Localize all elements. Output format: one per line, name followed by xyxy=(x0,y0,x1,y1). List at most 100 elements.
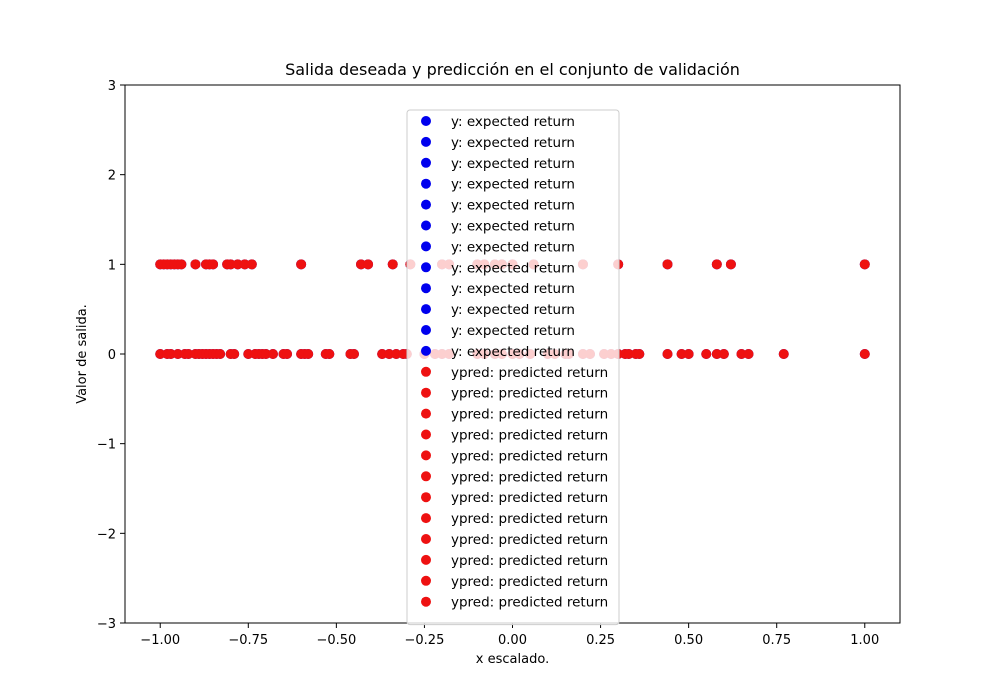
series-1-point-50 xyxy=(229,349,240,359)
series-1-point-18 xyxy=(363,259,374,270)
legend-label: ypred: predicted return xyxy=(451,595,608,611)
series-1-point-100 xyxy=(718,349,729,359)
legend: y: expected return y: expected return y: e… xyxy=(406,109,620,626)
series-1-point-7 xyxy=(190,259,201,270)
legend-label: y: expected return xyxy=(451,198,575,214)
y-axis-label: Valor de salida. xyxy=(75,304,90,404)
series-1-point-63 xyxy=(324,349,335,359)
x-tick-label: −1.00 xyxy=(140,633,180,648)
legend-marker xyxy=(421,471,431,482)
series-1-point-35 xyxy=(155,349,166,359)
legend-label: ypred: predicted return xyxy=(451,511,608,527)
legend-marker xyxy=(421,492,431,503)
y-tick-label: 0 xyxy=(108,348,116,363)
legend-label: ypred: predicted return xyxy=(451,407,608,423)
series-1-point-32 xyxy=(711,259,722,270)
legend-label: ypred: predicted return xyxy=(451,365,608,381)
series-1-point-56 xyxy=(267,349,278,359)
legend-label: ypred: predicted return xyxy=(451,428,608,444)
x-tick-label: 0.75 xyxy=(762,633,791,648)
y-tick-label: −2 xyxy=(97,527,116,542)
legend-marker xyxy=(421,575,431,586)
series-1-point-16 xyxy=(296,259,307,270)
legend-label: y: expected return xyxy=(451,114,575,130)
series-1-point-13 xyxy=(232,259,243,270)
series-1-point-99 xyxy=(711,349,722,359)
legend-marker xyxy=(421,220,431,231)
legend-label: ypred: predicted return xyxy=(451,448,608,464)
x-tick-label: 0.50 xyxy=(674,633,703,648)
legend-label: ypred: predicted return xyxy=(451,532,608,548)
x-axis-label: x escalado. xyxy=(476,652,549,667)
series-1-point-33 xyxy=(725,259,736,270)
legend-label: y: expected return xyxy=(451,239,575,255)
legend-marker xyxy=(421,513,431,524)
series-1-point-6 xyxy=(176,259,187,270)
series-1-point-19 xyxy=(387,259,398,270)
legend-label: y: expected return xyxy=(451,302,575,318)
legend-marker xyxy=(421,325,431,335)
series-1-point-10 xyxy=(208,259,219,270)
legend-marker xyxy=(421,283,431,294)
y-tick-label: 1 xyxy=(108,258,116,273)
legend-marker xyxy=(421,366,431,377)
x-tick-label: −0.75 xyxy=(228,633,268,648)
y-tick-label: −3 xyxy=(97,617,116,632)
series-1-point-61 xyxy=(303,349,314,359)
legend-label: y: expected return xyxy=(451,135,575,151)
legend-marker xyxy=(421,262,431,273)
series-1-point-95 xyxy=(662,349,673,359)
x-tick-label: 0.00 xyxy=(498,633,527,648)
series-1-point-40 xyxy=(183,349,194,359)
series-1-point-67 xyxy=(384,349,395,359)
series-1-point-58 xyxy=(282,349,293,359)
series-1-point-12 xyxy=(225,259,236,270)
series-1-point-34 xyxy=(859,259,870,270)
legend-marker xyxy=(421,554,431,565)
legend-label: y: expected return xyxy=(451,260,575,276)
series-1-point-48 xyxy=(215,349,226,359)
legend-label: y: expected return xyxy=(451,177,575,193)
series-1-point-37 xyxy=(165,349,176,359)
legend-marker xyxy=(421,534,431,544)
series-1-point-98 xyxy=(701,349,712,359)
legend-label: ypred: predicted return xyxy=(451,553,608,569)
series-1-point-66 xyxy=(377,349,388,359)
series-1-point-96 xyxy=(676,349,687,359)
series-1-point-51 xyxy=(243,349,254,359)
series-1-point-14 xyxy=(239,259,250,270)
series-1-point-31 xyxy=(662,259,673,270)
legend-label: y: expected return xyxy=(451,344,575,360)
x-tick-label: 0.25 xyxy=(586,633,615,648)
legend-label: y: expected return xyxy=(451,219,575,235)
series-1-point-104 xyxy=(859,349,870,359)
x-tick-label: −0.25 xyxy=(405,633,445,648)
series-1-point-17 xyxy=(356,259,367,270)
series-1-point-102 xyxy=(743,349,754,359)
legend-marker xyxy=(421,450,431,461)
y-tick-label: 3 xyxy=(108,79,116,94)
legend-label: ypred: predicted return xyxy=(451,386,608,402)
legend-label: ypred: predicted return xyxy=(451,469,608,485)
series-1-point-101 xyxy=(736,349,747,359)
legend-marker xyxy=(421,116,431,126)
legend-marker xyxy=(421,304,431,315)
legend-marker xyxy=(421,178,431,189)
legend-label: y: expected return xyxy=(451,156,575,172)
series-1-point-97 xyxy=(683,349,694,359)
series-1-point-55 xyxy=(260,349,271,359)
series-1-point-15 xyxy=(246,259,257,270)
legend-marker xyxy=(421,408,431,419)
legend-label: ypred: predicted return xyxy=(451,490,608,506)
series-1-point-94 xyxy=(634,349,645,359)
series-1-point-38 xyxy=(172,349,183,359)
legend-marker xyxy=(421,387,431,398)
legend-marker xyxy=(421,136,431,147)
legend-marker xyxy=(421,241,431,252)
series-1-point-68 xyxy=(391,349,402,359)
legend-marker xyxy=(421,596,431,607)
chart-title: Salida deseada y predicción en el conjun… xyxy=(285,60,740,79)
legend-marker xyxy=(421,157,431,168)
series-1-point-65 xyxy=(348,349,359,359)
